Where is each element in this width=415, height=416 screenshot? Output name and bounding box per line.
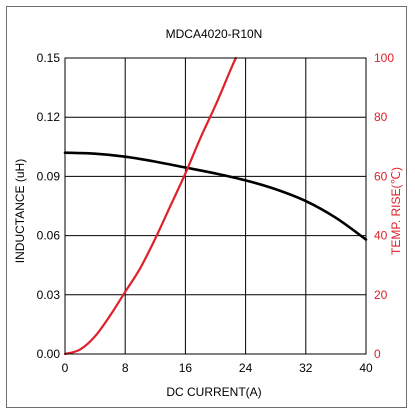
x-tick-label: 16	[179, 361, 193, 375]
series-layer	[63, 56, 368, 356]
grid	[64, 57, 367, 355]
left-tick-label: 0.00	[37, 347, 61, 361]
right-tick-label: 60	[374, 169, 388, 183]
x-tick-labels: 0 8 16 24 32 40	[62, 361, 373, 375]
right-tick-label: 80	[374, 110, 388, 124]
chart-frame	[6, 6, 407, 408]
left-tick-label: 0.12	[37, 110, 61, 124]
inductance-curve	[63, 151, 368, 241]
left-tick-labels: 0.00 0.03 0.06 0.09 0.12 0.15	[37, 51, 61, 361]
chart-title: MDCA4020-R10N	[166, 27, 263, 41]
right-tick-label: 20	[374, 288, 388, 302]
x-tick-label: 0	[62, 361, 69, 375]
x-tick-label: 8	[122, 361, 129, 375]
temp-rise-curve	[63, 56, 237, 356]
x-tick-label: 32	[299, 361, 313, 375]
left-tick-label: 0.03	[37, 288, 61, 302]
right-tick-label: 100	[374, 51, 394, 65]
plot-border	[64, 57, 367, 355]
left-axis-label: INDUCTANCE (uH)	[13, 159, 27, 263]
left-tick-label: 0.06	[37, 229, 61, 243]
x-tick-label: 40	[359, 361, 373, 375]
left-tick-label: 0.15	[37, 51, 61, 65]
left-tick-label: 0.09	[37, 169, 61, 183]
x-axis-label: DC CURRENT(A)	[166, 385, 261, 399]
right-tick-label: 0	[374, 347, 381, 361]
x-tick-label: 24	[239, 361, 253, 375]
right-axis-label: TEMP. RISE(℃)	[389, 167, 403, 255]
right-tick-labels: 0 20 40 60 80 100	[374, 51, 394, 361]
right-tick-label: 40	[374, 229, 388, 243]
